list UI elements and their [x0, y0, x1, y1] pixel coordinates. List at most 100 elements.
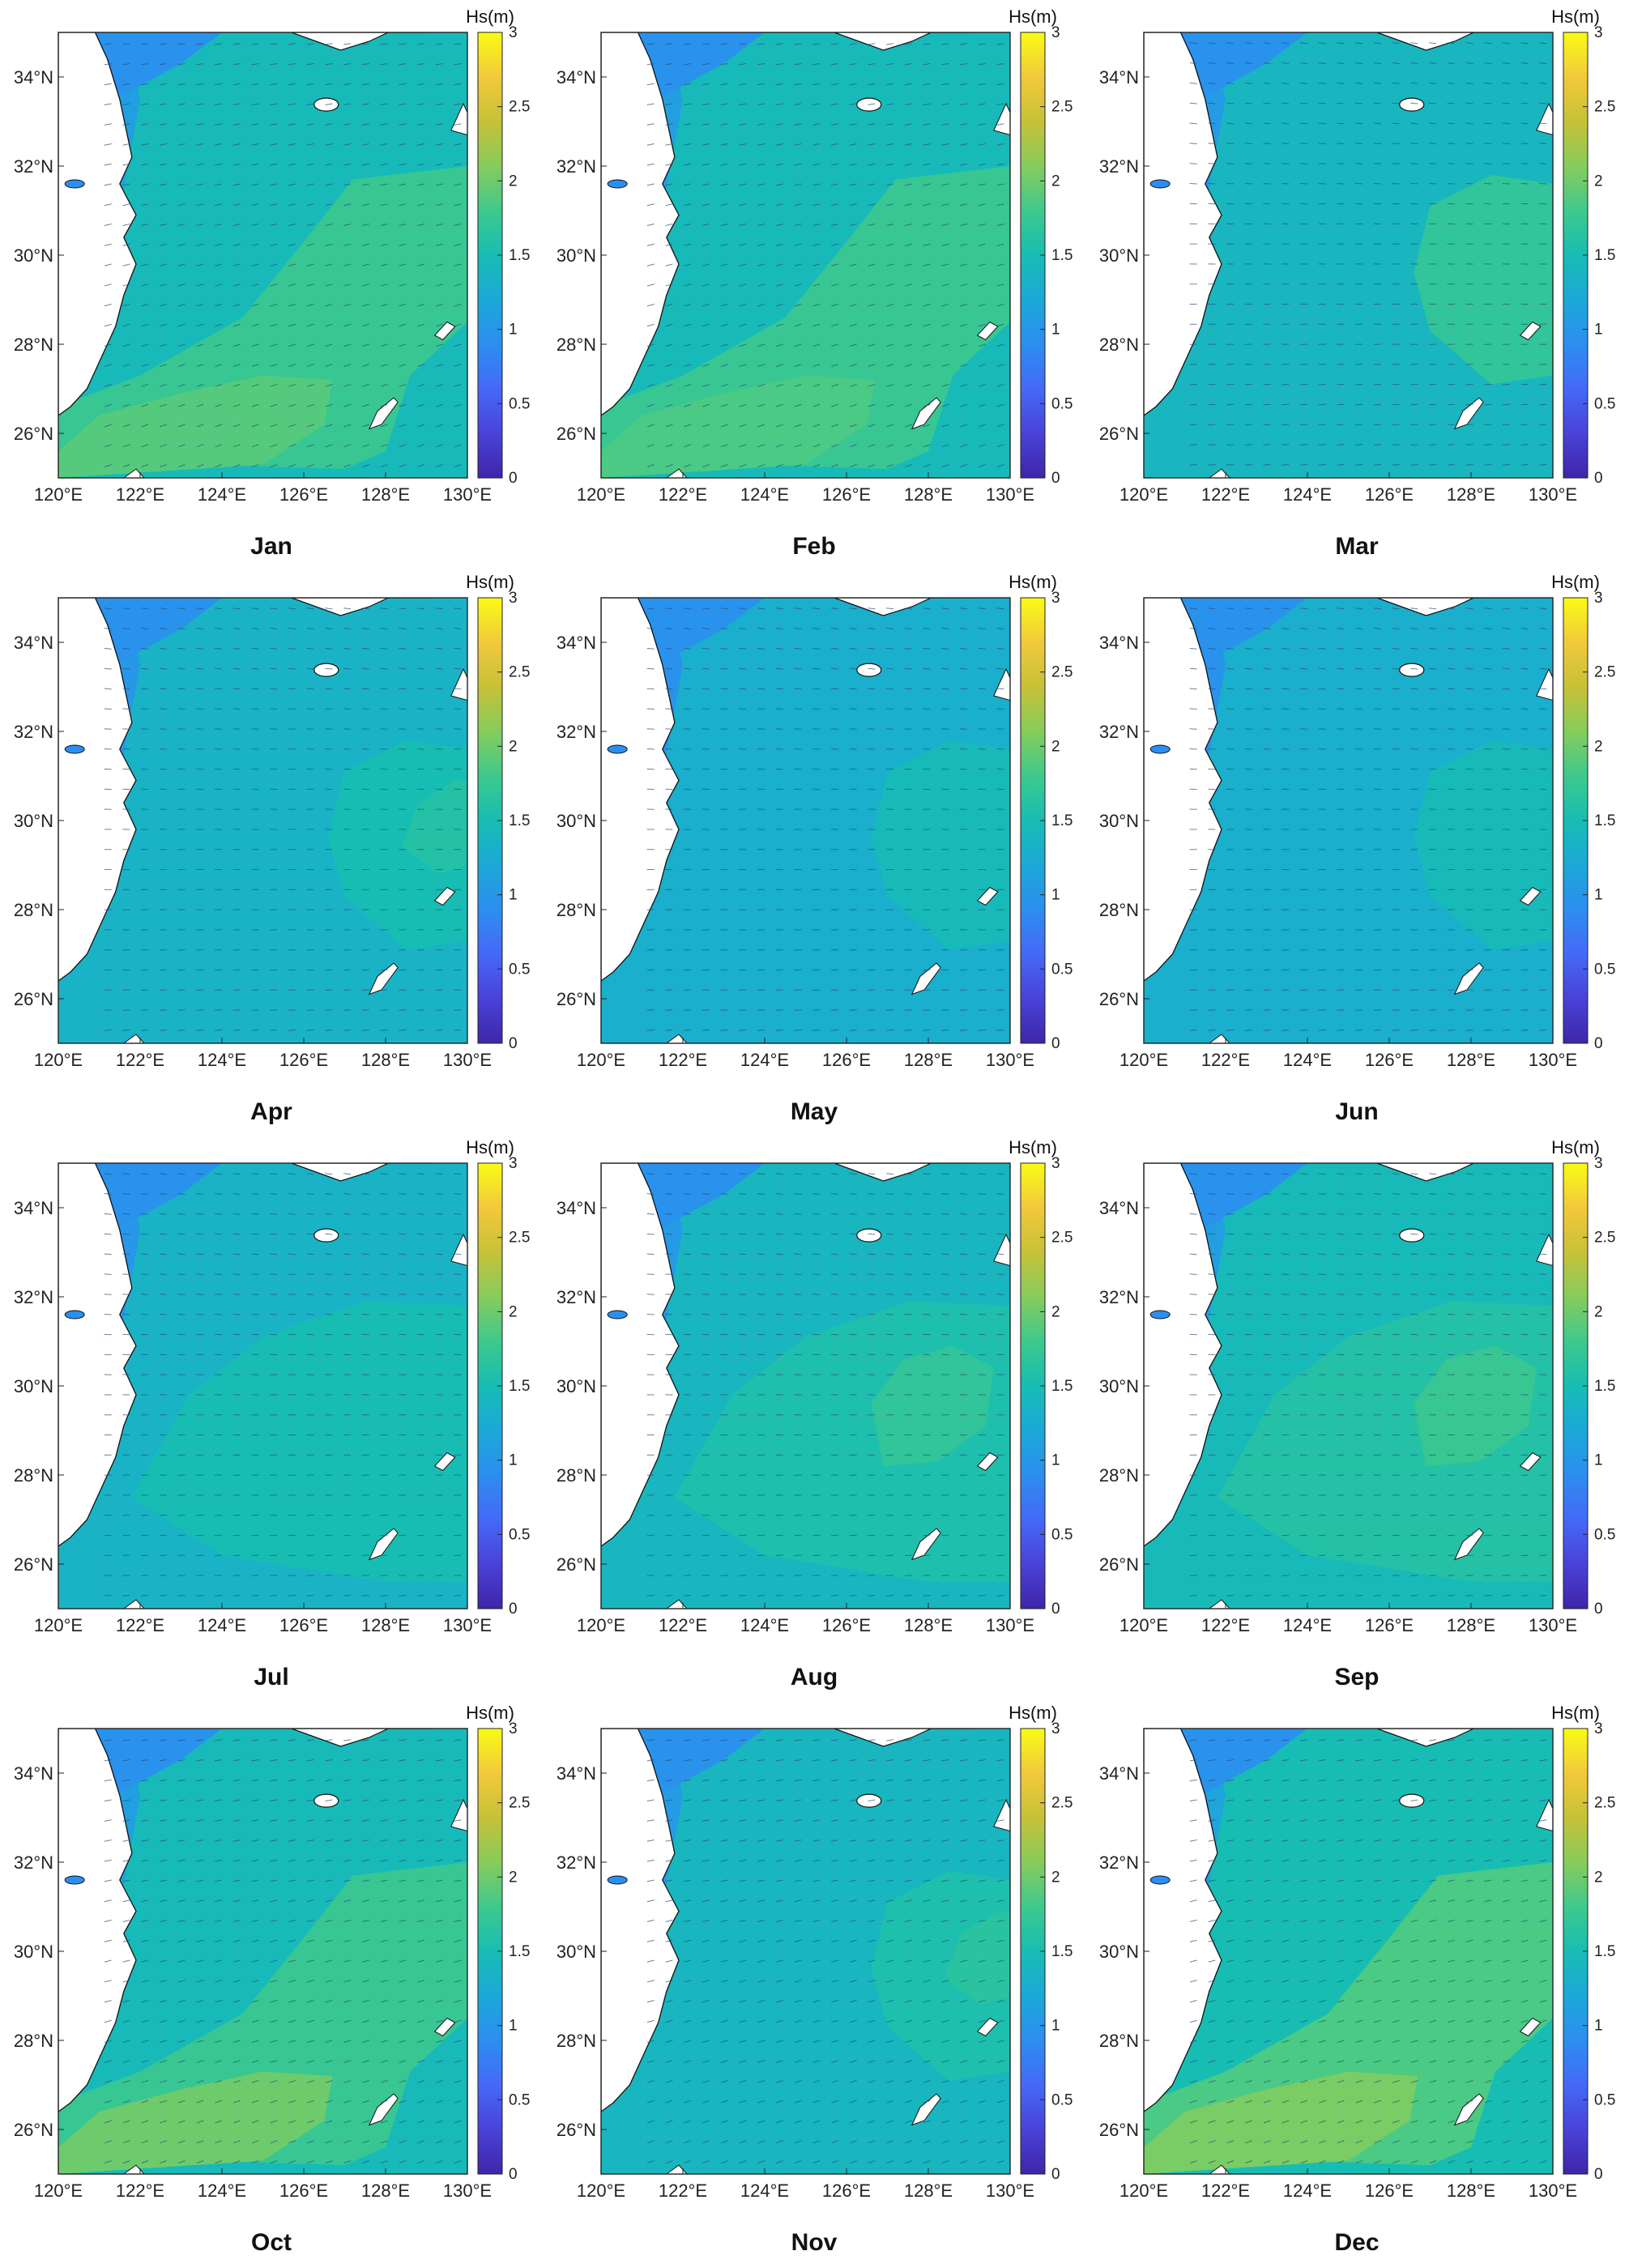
wave-vector	[1410, 42, 1418, 45]
wave-vector	[160, 2060, 167, 2063]
wave-vector	[978, 1253, 986, 1256]
wave-vector	[739, 2160, 747, 2164]
wave-vector	[1208, 989, 1216, 991]
wave-vector	[454, 2160, 462, 2164]
wave-vector	[454, 688, 462, 690]
wave-vector	[159, 1273, 167, 1275]
wave-vector	[325, 1899, 333, 1903]
wave-vector	[343, 1213, 352, 1215]
wave-vector	[343, 1899, 352, 1903]
wave-vector	[233, 403, 241, 407]
wave-vector	[923, 728, 931, 730]
wave-vector	[306, 1799, 314, 1802]
wave-vector	[251, 123, 259, 126]
colorbar-unit-label: Hs(m)	[1551, 1137, 1600, 1157]
hs-core-peak	[58, 375, 333, 478]
wave-vector	[1429, 1554, 1437, 1557]
wave-vector	[831, 203, 839, 207]
wave-vector	[215, 403, 223, 407]
wave-vector	[288, 728, 296, 730]
wave-vector	[1465, 1030, 1473, 1031]
lat-tick-label: 32°N	[1099, 156, 1139, 177]
wave-vector	[739, 83, 747, 86]
wave-vector	[1281, 708, 1290, 710]
wave-vector	[288, 2120, 296, 2124]
wave-vector	[960, 83, 968, 86]
wave-vector	[251, 989, 259, 991]
wave-vector	[141, 464, 149, 467]
lat-tick-label: 26°N	[14, 424, 53, 444]
wave-vector	[380, 2160, 388, 2164]
lat-tick-label: 32°N	[14, 722, 53, 742]
wave-vector	[196, 143, 204, 146]
wave-vector	[380, 1193, 388, 1195]
wave-vector	[959, 989, 968, 991]
korea-coast	[834, 1729, 974, 1747]
wave-vector	[831, 304, 839, 307]
wave-vector	[196, 2100, 204, 2104]
wave-vector	[812, 1595, 821, 1597]
wave-vector	[941, 403, 949, 407]
wave-vector	[1299, 102, 1308, 104]
wave-vector	[739, 63, 747, 66]
wave-vector	[325, 323, 333, 327]
wave-vector	[196, 1939, 204, 1942]
wave-vector	[960, 403, 968, 407]
wave-vector	[978, 608, 986, 610]
wave-vector	[1410, 102, 1418, 104]
wave-vector	[361, 63, 369, 66]
lat-tick-label: 32°N	[14, 156, 53, 177]
wave-vector	[776, 444, 783, 448]
wave-vector	[776, 403, 783, 407]
wave-vector	[141, 2060, 149, 2063]
wave-vector	[978, 1213, 986, 1215]
wave-vector	[232, 1759, 241, 1762]
wave-vector	[1484, 1273, 1492, 1275]
wave-vector	[417, 1819, 425, 1822]
wave-vector	[361, 728, 369, 730]
wave-vector	[1447, 1213, 1455, 1215]
wave-vector	[306, 708, 314, 710]
wave-vector	[1263, 1030, 1271, 1031]
wave-vector	[684, 728, 692, 730]
wave-vector	[775, 183, 783, 186]
wave-vector	[775, 203, 783, 207]
wave-vector	[1355, 424, 1363, 426]
wave-vector	[665, 1009, 673, 1011]
wave-vector	[1299, 122, 1308, 125]
wave-vector	[399, 608, 407, 610]
hs-core-peak	[1487, 215, 1553, 309]
lat-tick-label: 26°N	[14, 2120, 53, 2140]
wave-vector	[1318, 608, 1326, 610]
wave-vector	[417, 1939, 425, 1942]
wave-vector	[1281, 42, 1290, 45]
lon-tick-label: 122°E	[116, 484, 164, 505]
wave-vector	[1465, 1595, 1473, 1597]
wave-vector	[196, 728, 204, 730]
wave-vector	[941, 688, 949, 690]
wave-vector	[830, 708, 838, 710]
wave-vector	[996, 123, 1004, 126]
wave-vector	[684, 1273, 692, 1275]
wave-vector	[941, 263, 949, 266]
wave-vector	[812, 1273, 821, 1275]
wave-vector	[720, 323, 728, 327]
jeju-island	[1399, 1228, 1425, 1243]
wave-vector	[141, 1959, 149, 1963]
wave-vector	[941, 343, 949, 347]
wave-vector	[1189, 989, 1197, 991]
wave-vector	[996, 688, 1004, 690]
wave-vector	[941, 384, 949, 387]
wave-vector	[215, 1819, 223, 1822]
colorbar-tick-label: 0	[1594, 1601, 1603, 1618]
wave-vector	[380, 2120, 388, 2124]
wave-vector	[757, 1294, 765, 1295]
wave-vector	[1484, 708, 1492, 710]
wave-vector	[399, 1273, 407, 1275]
wave-direction-vectors	[646, 1739, 1004, 2164]
wave-vector	[361, 224, 369, 227]
wave-vector	[1465, 728, 1473, 730]
wave-vector	[1520, 1273, 1529, 1275]
wave-vector	[215, 1799, 223, 1802]
